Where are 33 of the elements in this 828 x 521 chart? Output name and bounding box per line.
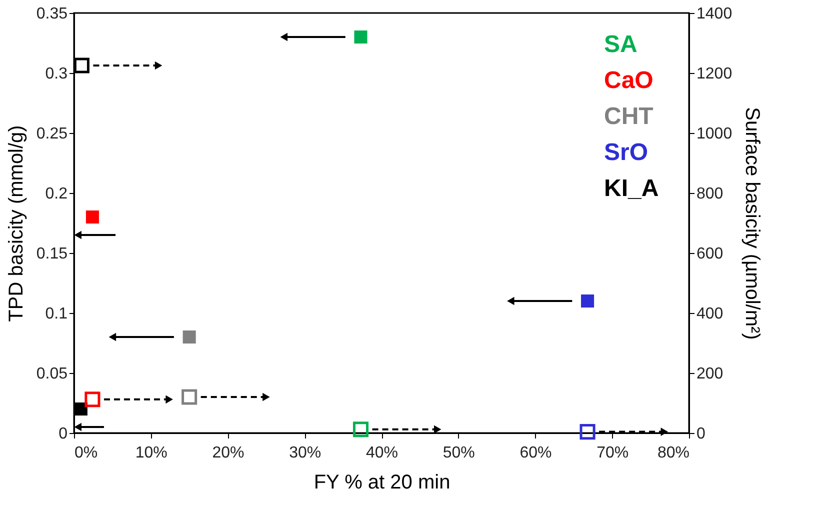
y2-tick-label: 200 <box>696 366 724 382</box>
y-tick-label: 0.05 <box>36 366 68 382</box>
text: CHT <box>604 103 654 130</box>
y-tick-label: 0.35 <box>36 6 68 22</box>
y-axis-title: TPD basicity (mmol/g) <box>5 125 28 322</box>
x-axis-title: FY % at 20 min <box>314 472 450 494</box>
y-tick-label: 0 <box>58 426 68 442</box>
y2-tick-label: 1200 <box>696 66 732 82</box>
y2-tick-label: 1000 <box>696 126 732 142</box>
x-tick-label: 30% <box>289 444 322 462</box>
x-tick-label: 70% <box>596 444 629 462</box>
y2-tick-label: 600 <box>696 246 724 262</box>
y2-tick-label: 0 <box>696 426 706 442</box>
y2-tick-label: 400 <box>696 306 724 322</box>
y-tick-label: 0.25 <box>36 126 68 142</box>
y2-tick-label: 1400 <box>696 6 732 22</box>
y-tick-label: 0.2 <box>45 186 68 202</box>
text: SrO <box>604 139 648 166</box>
y2-axis-title: Surface basicity (µmol/m²) <box>741 107 764 340</box>
x-tick-label: 0% <box>74 444 98 462</box>
y2-tick-label: 800 <box>696 186 724 202</box>
y-tick-label: 0.15 <box>36 246 68 262</box>
x-tick-label: 10% <box>135 444 168 462</box>
x-tick-label: 50% <box>442 444 475 462</box>
text: KI_A <box>604 175 659 202</box>
text: CaO <box>604 67 654 94</box>
x-tick-label: 20% <box>212 444 244 462</box>
x-tick-label: 40% <box>366 444 398 462</box>
text: SA <box>604 31 638 58</box>
x-tick-label: 60% <box>520 444 552 462</box>
y-tick-label: 0.3 <box>45 66 68 82</box>
y-tick-label: 0.1 <box>45 306 68 322</box>
x-tick-label: 80% <box>657 444 690 462</box>
